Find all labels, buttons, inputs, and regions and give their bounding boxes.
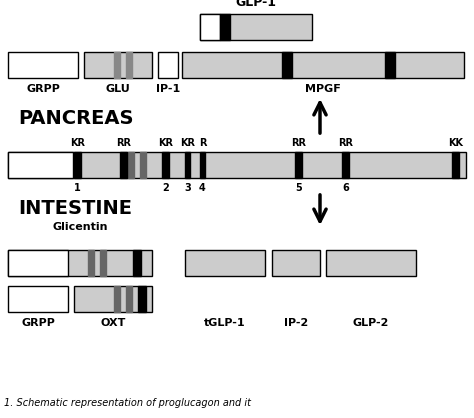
Text: KR: KR	[70, 138, 85, 148]
Bar	[200, 14, 312, 40]
Text: KR: KR	[158, 138, 173, 148]
Text: KK: KK	[448, 138, 463, 148]
Bar	[8, 152, 466, 178]
Text: GLP-1: GLP-1	[236, 0, 276, 9]
Bar	[133, 250, 141, 276]
Bar	[8, 250, 152, 276]
Text: OXT: OXT	[100, 318, 126, 328]
Bar	[138, 286, 146, 312]
Bar	[220, 14, 230, 40]
Text: IP-2: IP-2	[284, 318, 308, 328]
Bar	[114, 52, 120, 78]
Bar	[8, 286, 68, 312]
Text: GRPP: GRPP	[26, 84, 60, 94]
Text: RR: RR	[338, 138, 353, 148]
Bar	[88, 250, 94, 276]
Text: tGLP-1: tGLP-1	[204, 318, 246, 328]
Bar	[8, 52, 78, 78]
Bar	[272, 250, 320, 276]
Text: 2: 2	[162, 183, 169, 193]
Bar	[282, 52, 292, 78]
Text: PANCREAS: PANCREAS	[18, 109, 134, 127]
Bar	[8, 250, 68, 276]
Text: IP-1: IP-1	[156, 84, 180, 94]
Bar	[126, 286, 132, 312]
Text: GLP-2: GLP-2	[353, 318, 389, 328]
Bar	[185, 250, 265, 276]
Text: 6: 6	[342, 183, 349, 193]
Bar	[326, 250, 416, 276]
Text: R: R	[199, 138, 206, 148]
Bar	[74, 286, 152, 312]
Text: INTESTINE: INTESTINE	[18, 199, 132, 217]
Bar	[158, 52, 178, 78]
Bar	[385, 52, 395, 78]
Bar	[295, 152, 302, 178]
Text: 4: 4	[199, 183, 206, 193]
Text: RR: RR	[116, 138, 131, 148]
Text: 1: 1	[74, 183, 81, 193]
Bar	[140, 152, 146, 178]
Text: GLU: GLU	[106, 84, 130, 94]
Bar	[342, 152, 349, 178]
Bar	[452, 152, 459, 178]
Bar	[84, 52, 152, 78]
Bar	[128, 152, 134, 178]
Bar	[182, 52, 464, 78]
Bar	[120, 152, 127, 178]
Text: 1. Schematic representation of proglucagon and it: 1. Schematic representation of proglucag…	[4, 398, 251, 408]
Bar	[200, 14, 220, 40]
Text: MPGF: MPGF	[305, 84, 341, 94]
Bar	[185, 152, 190, 178]
Text: 3: 3	[184, 183, 191, 193]
Text: RR: RR	[291, 138, 306, 148]
Text: GRPP: GRPP	[21, 318, 55, 328]
Text: KR: KR	[180, 138, 195, 148]
Bar	[126, 52, 132, 78]
Bar	[114, 286, 120, 312]
Bar	[162, 152, 169, 178]
Bar	[74, 152, 81, 178]
Bar	[200, 152, 205, 178]
Text: Glicentin: Glicentin	[52, 222, 108, 232]
Bar	[8, 152, 73, 178]
Text: 5: 5	[295, 183, 302, 193]
Bar	[100, 250, 106, 276]
